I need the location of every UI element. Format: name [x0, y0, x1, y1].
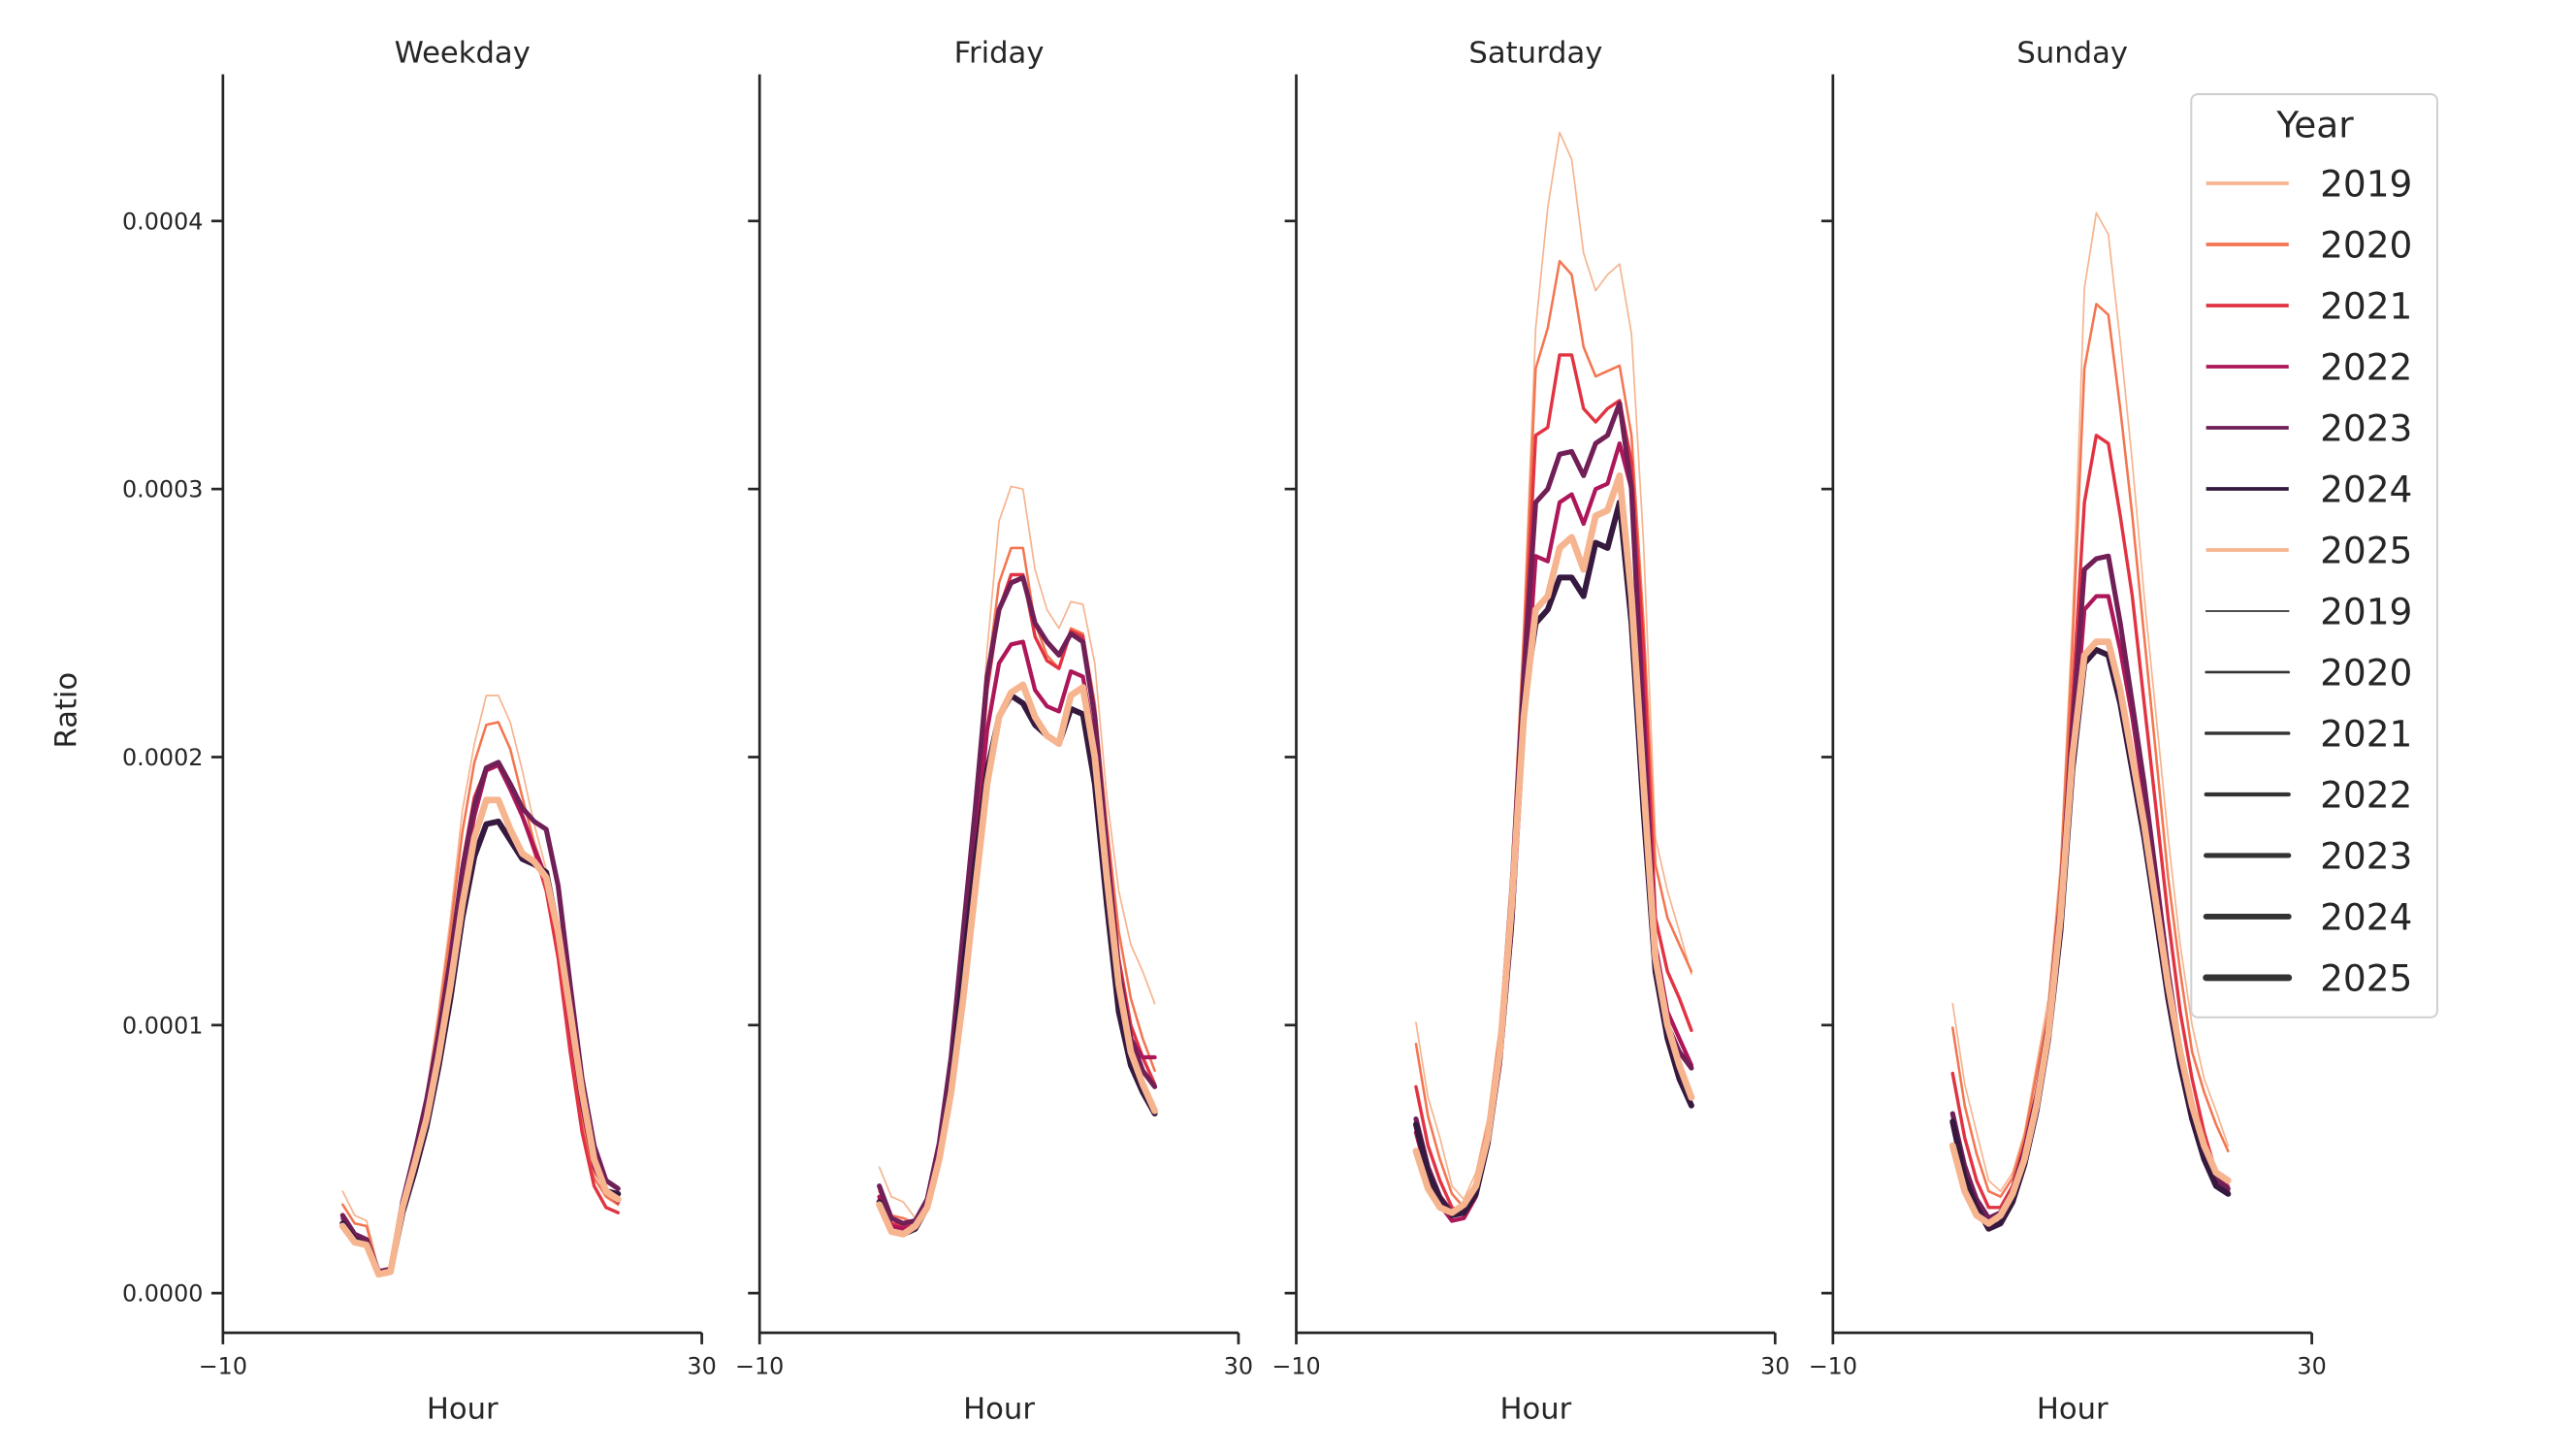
legend-box: [2190, 93, 2439, 1018]
panel-title: Saturday: [1468, 37, 1602, 71]
series-line-2025: [1412, 471, 1695, 1216]
panel-title: Friday: [954, 37, 1045, 71]
x-tick-label: 30: [687, 1353, 716, 1380]
legend-label: 2019: [2320, 591, 2412, 633]
y-tick-label: 0.0000: [122, 1280, 203, 1308]
y-tick-label: 0.0001: [122, 1012, 203, 1039]
x-axis-label: Hour: [963, 1393, 1035, 1427]
panel-title: Weekday: [395, 37, 531, 71]
legend-label: 2023: [2320, 835, 2412, 878]
panel-sunday: Sunday −10 30 Hour: [1809, 37, 2327, 1427]
x-tick-label: −10: [1809, 1353, 1857, 1380]
legend-label: 2025: [2320, 957, 2412, 1000]
legend: Year 2019 2020 2021 2022 2023 2024 2025 2019 202…: [2190, 93, 2439, 1018]
series-line-2024: [1949, 647, 2232, 1232]
legend-label: 2021: [2320, 713, 2412, 756]
legend-label: 2022: [2320, 346, 2412, 389]
legend-title: Year: [2275, 103, 2354, 146]
legend-label: 2025: [2320, 530, 2412, 572]
series-line-2020: [878, 546, 1156, 1225]
panel-weekday: Weekday 0.0000 0.0001 0.0002 0.0003 0.0004 −10…: [122, 37, 717, 1427]
legend-label: 2020: [2320, 652, 2412, 695]
series-line-2020: [341, 721, 620, 1274]
y-tick-label: 0.0003: [122, 476, 203, 503]
legend-label: 2023: [2320, 407, 2412, 450]
panel-title: Sunday: [2016, 37, 2128, 71]
y-tick-label: 0.0004: [122, 208, 203, 235]
x-axis-label: Hour: [1499, 1393, 1571, 1427]
panel-friday: Friday −10 30 Hour: [735, 37, 1253, 1427]
legend-label: 2020: [2320, 224, 2412, 267]
x-tick-label: 30: [2297, 1353, 2326, 1380]
series-line-2020: [1414, 259, 1693, 1210]
series-line-2025: [338, 796, 622, 1278]
series-line-2021: [1414, 353, 1693, 1214]
x-axis-label: Hour: [2037, 1393, 2109, 1427]
series-line-2020: [1951, 303, 2230, 1198]
series-line-2022: [1950, 594, 2231, 1220]
x-tick-label: −10: [1272, 1353, 1320, 1380]
series-line-2023: [877, 574, 1158, 1226]
panel-saturday: Saturday −10 30 Hour: [1272, 37, 1789, 1427]
legend-label: 2024: [2320, 469, 2412, 511]
series-line-2019: [1415, 131, 1692, 1201]
y-tick-label: 0.0002: [122, 744, 203, 771]
x-axis-label: Hour: [427, 1393, 499, 1427]
x-tick-label: 30: [1760, 1353, 1789, 1380]
y-axis-label: Ratio: [49, 672, 83, 749]
legend-label: 2019: [2320, 163, 2412, 206]
series-line-2019: [878, 485, 1156, 1219]
series-line-2019: [1951, 211, 2230, 1192]
legend-label: 2024: [2320, 896, 2412, 939]
x-tick-label: 30: [1224, 1353, 1253, 1380]
x-tick-label: −10: [735, 1353, 784, 1380]
series-line-2021: [1950, 434, 2230, 1210]
legend-label: 2022: [2320, 774, 2412, 817]
x-tick-label: −10: [199, 1353, 247, 1380]
series-line-2025: [876, 681, 1159, 1238]
series-line-2025: [1948, 638, 2232, 1227]
legend-label: 2021: [2320, 285, 2412, 328]
